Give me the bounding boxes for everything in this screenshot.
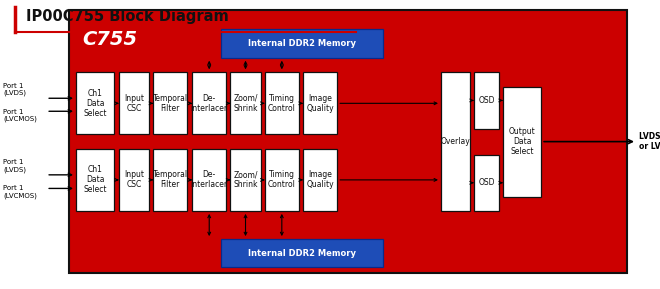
Bar [119, 149, 149, 211]
Text: Output
Data
Select: Output Data Select [509, 127, 535, 156]
Text: Temporal
Filter: Temporal Filter [152, 94, 188, 113]
Text: Temporal
Filter: Temporal Filter [152, 171, 188, 189]
Bar [192, 72, 226, 134]
Text: Overlay: Overlay [440, 137, 471, 146]
Text: Input
CSC: Input CSC [124, 171, 144, 189]
Text: Internal DDR2 Memory: Internal DDR2 Memory [248, 39, 356, 48]
Text: Zoom/
Shrink: Zoom/ Shrink [233, 171, 258, 189]
Bar [76, 149, 114, 211]
Text: OSD: OSD [478, 96, 495, 105]
Bar [265, 72, 299, 134]
Bar [303, 149, 337, 211]
Text: Zoom/
Shrink: Zoom/ Shrink [233, 94, 258, 113]
Text: Port 1
(LVCMOS): Port 1 (LVCMOS) [3, 186, 37, 199]
Text: Port 1
(LVCMOS): Port 1 (LVCMOS) [3, 109, 37, 122]
Text: Timing
Control: Timing Control [268, 171, 296, 189]
Bar [503, 87, 541, 197]
Bar [303, 72, 337, 134]
Text: Timing
Control: Timing Control [268, 94, 296, 113]
Text: Ch1
Data
Select: Ch1 Data Select [83, 165, 107, 194]
Bar [69, 10, 627, 273]
Bar [221, 239, 383, 267]
Text: Input
CSC: Input CSC [124, 94, 144, 113]
Bar [474, 155, 499, 211]
Bar [153, 72, 187, 134]
Bar [192, 149, 226, 211]
Text: OSD: OSD [478, 178, 495, 187]
Text: Ch1
Data
Select: Ch1 Data Select [83, 89, 107, 118]
Bar [119, 72, 149, 134]
Text: Internal DDR2 Memory: Internal DDR2 Memory [248, 249, 356, 258]
Text: Image
Quality: Image Quality [306, 171, 334, 189]
Text: C755: C755 [82, 30, 138, 49]
Bar [230, 149, 261, 211]
Bar [153, 149, 187, 211]
Text: IP00C755 Block Diagram: IP00C755 Block Diagram [26, 9, 229, 24]
Bar [230, 72, 261, 134]
Bar [76, 72, 114, 134]
Text: Port 1
(LVDS): Port 1 (LVDS) [3, 160, 26, 173]
Text: De-
interlacer: De- interlacer [191, 94, 228, 113]
Text: Port 1
(LVDS): Port 1 (LVDS) [3, 83, 26, 96]
Bar [221, 29, 383, 58]
Text: De-
interlacer: De- interlacer [191, 171, 228, 189]
Bar [474, 72, 499, 129]
Text: LVDS and/
or LVCMOS: LVDS and/ or LVCMOS [639, 132, 660, 151]
Bar [265, 149, 299, 211]
Text: Image
Quality: Image Quality [306, 94, 334, 113]
Bar [441, 72, 470, 211]
